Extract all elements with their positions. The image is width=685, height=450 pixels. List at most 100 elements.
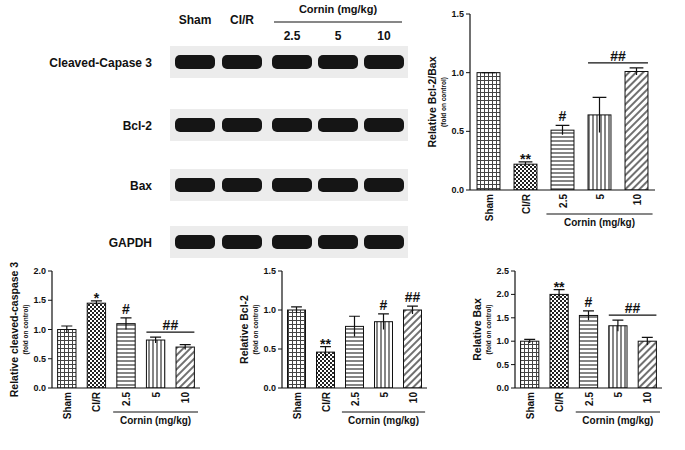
significance-mark: ** (320, 336, 331, 352)
x-axis (52, 387, 200, 388)
group-line (576, 411, 660, 412)
significance-mark: ## (625, 300, 641, 316)
significance-mark: ** (520, 151, 531, 167)
error-bar (556, 125, 570, 134)
y-tick (511, 294, 515, 295)
x-tick-label: 10 (408, 392, 419, 404)
error-bar (291, 307, 302, 313)
y-tick (48, 271, 52, 272)
y-tick-label: 0.5 (451, 126, 464, 136)
y-axis (281, 271, 282, 388)
bar (58, 330, 76, 389)
blot-strip (170, 46, 408, 78)
band (364, 118, 404, 132)
group-label: Cornin (mg/kg) (120, 415, 191, 426)
significance-mark: ## (163, 317, 179, 333)
group-line (546, 213, 652, 214)
group-label: Cornin (mg/kg) (348, 415, 419, 426)
error-bar (349, 316, 360, 336)
y-tick-label: 0.0 (263, 383, 276, 393)
error-bar (180, 345, 191, 350)
y-axis-note: (fold on control) (485, 305, 493, 355)
row-label: Cleaved-Capase 3 (49, 56, 152, 70)
bar (550, 294, 568, 388)
error-bar (630, 68, 644, 75)
row-label: GAPDH (109, 236, 152, 250)
significance-mark: ** (554, 279, 565, 295)
band (222, 118, 262, 132)
y-axis (469, 14, 470, 190)
y-tick (466, 72, 470, 73)
x-tick-label: 10 (642, 392, 653, 404)
band (318, 55, 358, 69)
band (175, 178, 215, 192)
x-tick-label: Sham (62, 392, 73, 419)
x-tick-label: Sham (525, 392, 536, 419)
band (272, 235, 312, 249)
x-tick-label: 2.5 (121, 392, 132, 406)
x-tick-label: 2.5 (558, 194, 569, 208)
y-tick (278, 310, 282, 311)
y-tick (48, 388, 52, 389)
bar-chart: 0.00.51.01.52.0Relative cleaved-caspase … (8, 262, 200, 426)
y-tick (278, 271, 282, 272)
bar (514, 164, 537, 190)
x-axis (515, 387, 662, 388)
significance-mark: ## (610, 48, 626, 64)
band (175, 55, 215, 69)
plot-area (58, 301, 195, 388)
y-tick-label: 0.0 (451, 185, 464, 195)
y-tick-label: 2.0 (33, 266, 46, 276)
y-axis-label: Relative Bcl-2/Bax (426, 56, 438, 147)
y-tick-label: 1.5 (33, 295, 46, 305)
y-tick (48, 329, 52, 330)
figure: Sham CI/R 2.5 5 10 Cornin (mg/kg) Cleaved-Capa… (0, 0, 685, 450)
significance-mark: # (585, 294, 593, 310)
x-tick-label: Sham (484, 194, 495, 221)
bar-chart: 0.00.51.01.5Relative Bcl-2/Bax(fold on c… (426, 9, 655, 228)
y-tick-label: 1.0 (263, 305, 276, 315)
lane-label: 5 (335, 29, 342, 43)
error-bar (612, 320, 623, 331)
error-bar (593, 97, 607, 132)
y-tick (511, 341, 515, 342)
y-tick (511, 388, 515, 389)
y-tick (511, 271, 515, 272)
x-tick-label: 10 (632, 194, 643, 206)
plot-area (288, 306, 422, 388)
row-label: Bcl-2 (123, 119, 153, 133)
significance-mark: * (94, 290, 100, 306)
y-tick-label: 0.5 (496, 360, 509, 370)
band (318, 235, 358, 249)
bar (375, 322, 393, 388)
error-bar (378, 314, 389, 330)
x-tick-label: CI/R (554, 391, 565, 412)
error-bar (583, 311, 594, 320)
bar-chart: 0.00.51.01.5Relative Bcl-2(fold on contr… (238, 266, 427, 426)
group-line (113, 411, 198, 412)
error-bar (482, 72, 496, 73)
blot-strip (170, 109, 408, 141)
bar (176, 347, 194, 388)
bar (404, 310, 422, 388)
y-axis-note: (fold on control) (22, 305, 30, 355)
lane-label: 2.5 (284, 29, 301, 43)
significance-mark: # (559, 108, 567, 124)
x-tick-label: 5 (595, 194, 606, 200)
x-tick-label: 5 (613, 392, 624, 398)
band (222, 235, 262, 249)
bar (579, 315, 597, 388)
bar (521, 341, 539, 388)
band (364, 235, 404, 249)
y-axis-note: (fold on control) (440, 77, 448, 127)
y-axis-label: Relative cleaved-caspase 3 (8, 262, 20, 398)
y-axis-note: (fold on control) (252, 305, 260, 355)
y-axis-label: Relative Bcl-2 (238, 295, 250, 364)
y-tick-label: 1.0 (451, 68, 464, 78)
bar (87, 303, 105, 388)
y-tick-label: 0.5 (33, 354, 46, 364)
y-tick (511, 317, 515, 318)
blot-strip (170, 169, 408, 201)
y-tick-label: 2.0 (496, 289, 509, 299)
bar (551, 130, 574, 190)
